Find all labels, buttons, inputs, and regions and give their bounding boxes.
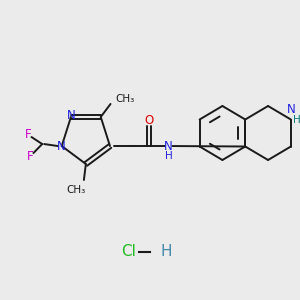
- Text: CH₃: CH₃: [116, 94, 135, 104]
- Text: H: H: [165, 151, 172, 161]
- Text: Cl: Cl: [121, 244, 136, 260]
- Text: N: N: [57, 140, 66, 152]
- Text: N: N: [164, 140, 173, 152]
- Text: H: H: [293, 115, 300, 125]
- Text: F: F: [27, 149, 34, 163]
- Text: N: N: [67, 110, 75, 122]
- Text: H: H: [160, 244, 172, 260]
- Text: O: O: [144, 113, 154, 127]
- Text: F: F: [25, 128, 32, 140]
- Text: N: N: [287, 103, 296, 116]
- Text: CH₃: CH₃: [67, 185, 86, 195]
